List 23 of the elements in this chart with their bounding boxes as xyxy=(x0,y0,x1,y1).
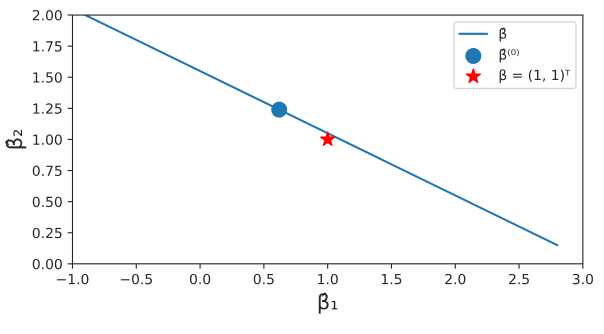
y-tick-label: 1.25 xyxy=(33,103,62,114)
x-tick-label: 1.5 xyxy=(382,274,402,284)
x-tick-label: 2.5 xyxy=(509,274,529,284)
y-axis-title: β̂₂ xyxy=(5,130,26,148)
x-tick-label: 0.0 xyxy=(190,274,210,284)
x-tick-label: −0.5 xyxy=(120,274,152,284)
x-tick-label: 2.0 xyxy=(445,274,466,284)
y-tick-label: 1.75 xyxy=(33,41,62,52)
y-tick-label: 0.50 xyxy=(32,196,62,208)
y-tick-label: 1.50 xyxy=(33,72,62,83)
x-axis-title: β̂₁ xyxy=(318,292,338,314)
y-tick-label: 0.75 xyxy=(32,166,62,176)
y-tick-label: 0.25 xyxy=(32,228,62,238)
x-tick-label: −1.0 xyxy=(57,274,88,284)
x-tick-label: 3.0 xyxy=(572,274,593,284)
y-tick-label: 1.00 xyxy=(33,134,62,145)
x-tick-label: 0.5 xyxy=(254,274,274,284)
y-tick-label: 2.00 xyxy=(32,10,62,21)
legend-label: β̂⁽⁰⁾ xyxy=(500,48,519,62)
y-tick-label: 0.00 xyxy=(32,258,62,270)
legend-label: β̂ xyxy=(500,28,506,42)
x-tick-label: 1.0 xyxy=(318,274,338,284)
legend-label: β = (1, 1)ᵀ xyxy=(500,69,570,83)
